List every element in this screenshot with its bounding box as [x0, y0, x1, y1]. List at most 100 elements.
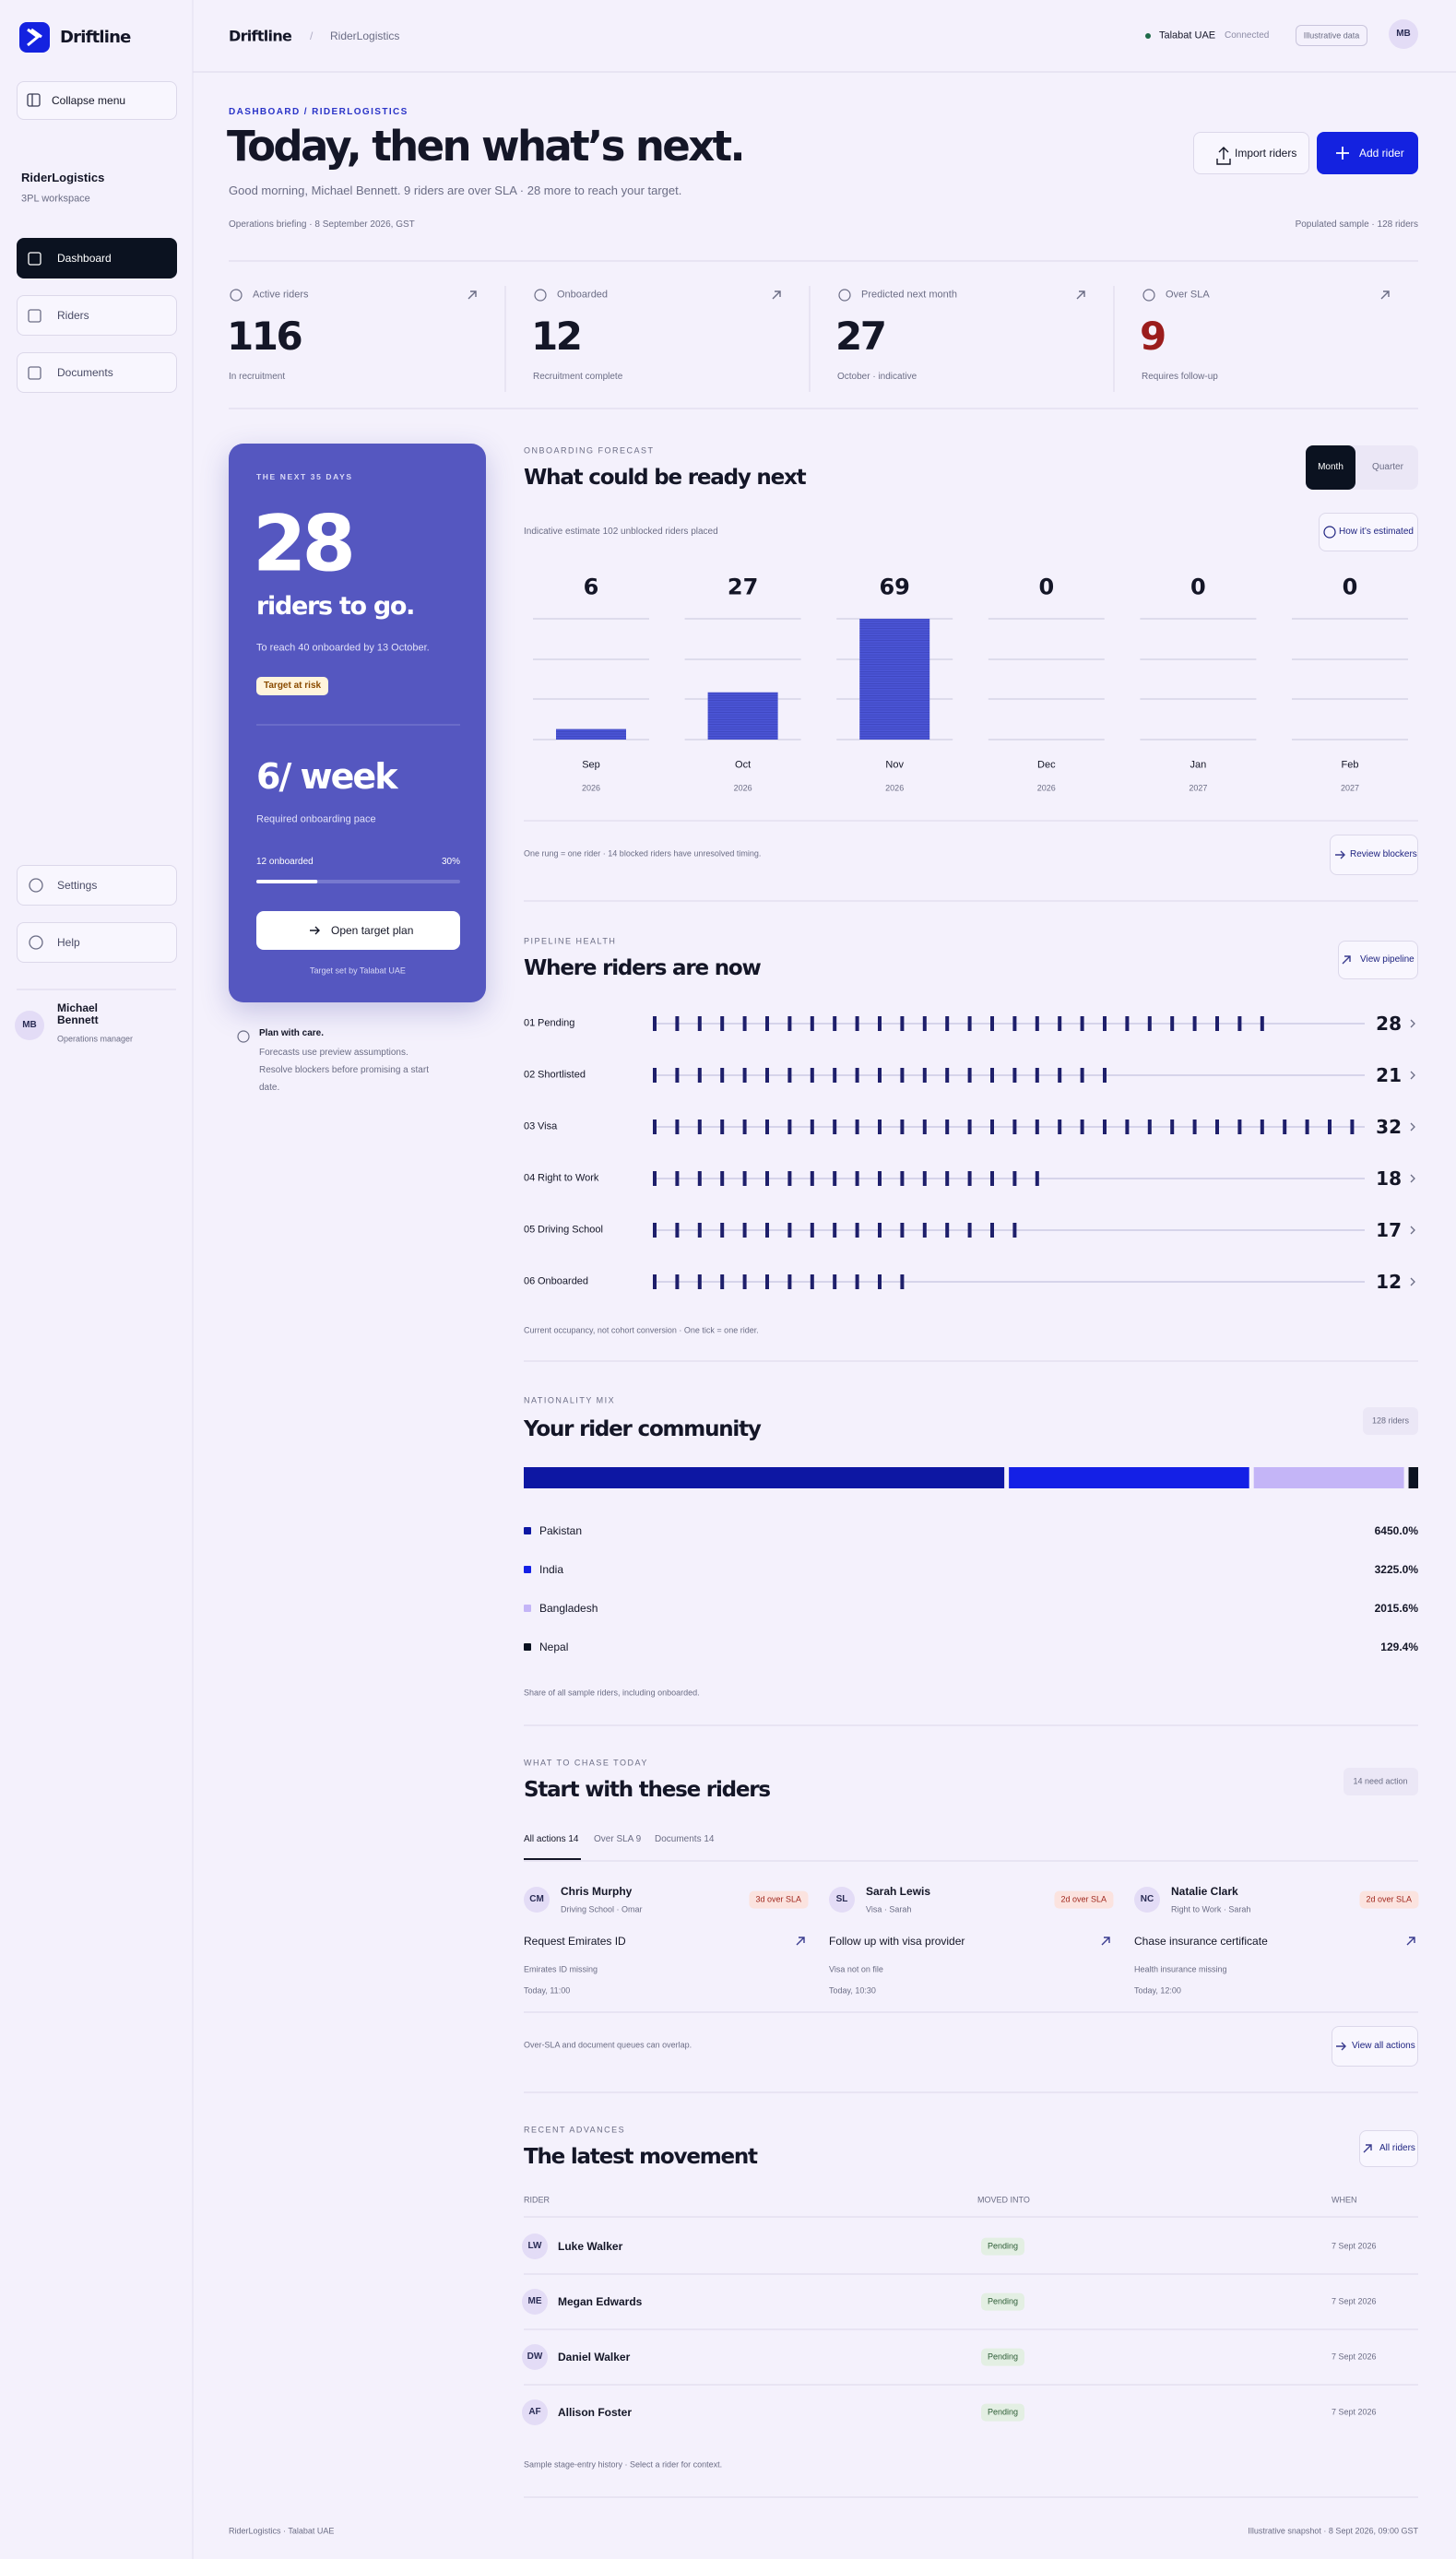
- rider-tick: [1103, 1016, 1107, 1031]
- stage-count: 17: [1376, 1219, 1402, 1241]
- rider-tick: [787, 1016, 792, 1031]
- action-detail: Health insurance missing: [1134, 1964, 1227, 1974]
- action-title: Follow up with visa provider: [829, 1934, 965, 1948]
- rider-tick: [878, 1016, 882, 1031]
- action-title: Request Emirates ID: [524, 1934, 626, 1948]
- rider-tick: [675, 1120, 680, 1134]
- nav-label[interactable]: Settings: [57, 878, 98, 892]
- rider-tick: [697, 1016, 702, 1031]
- tick-group: [653, 1171, 1039, 1186]
- rider-tick: [922, 1171, 927, 1186]
- rider-name: Chris Murphy: [561, 1884, 633, 1898]
- x-tick-sublabel: 2026: [733, 783, 752, 793]
- stat-value: 9: [1140, 313, 1166, 359]
- stage-name: Onboarded: [538, 1275, 589, 1287]
- nav-label[interactable]: Help: [57, 935, 80, 949]
- rider-tick: [1125, 1016, 1130, 1031]
- rider-tick: [697, 1068, 702, 1083]
- button-label[interactable]: Add rider: [1359, 146, 1404, 160]
- rider-tick: [765, 1016, 769, 1031]
- rider-tick: [765, 1120, 769, 1134]
- rider-tick: [1192, 1120, 1197, 1134]
- card-footer: Target set by Talabat UAE: [310, 966, 406, 976]
- badge-label: 14 need action: [1353, 1776, 1408, 1786]
- button-label[interactable]: Collapse menu: [52, 93, 126, 107]
- segment-label[interactable]: Month: [1318, 462, 1344, 472]
- nav-item[interactable]: [17, 865, 177, 906]
- stage-count: 12: [1376, 1271, 1402, 1293]
- tab[interactable]: All actions 14: [524, 1834, 579, 1844]
- rider-tick: [833, 1120, 837, 1134]
- rider-tick: [922, 1223, 927, 1238]
- pace-label: Required onboarding pace: [256, 813, 376, 825]
- rider-tick: [945, 1068, 950, 1083]
- nav-item[interactable]: [17, 352, 177, 393]
- stage-pill: Pending: [981, 2403, 1025, 2422]
- stage-count: 21: [1376, 1064, 1402, 1086]
- rider-tick: [1170, 1120, 1175, 1134]
- rider-tick: [765, 1171, 769, 1186]
- rider-tick: [810, 1223, 814, 1238]
- card-unit: riders to go.: [256, 591, 415, 621]
- rider-tick: [855, 1016, 859, 1031]
- rider-tick: [742, 1223, 747, 1238]
- nav-label[interactable]: Documents: [57, 365, 113, 379]
- nav-item[interactable]: [17, 922, 177, 963]
- collapse-button[interactable]: [17, 81, 177, 120]
- nav-item[interactable]: [17, 295, 177, 336]
- rider-tick: [765, 1223, 769, 1238]
- breadcrumb: DASHBOARD / RIDERLOGISTICS: [229, 107, 408, 117]
- rider-tick: [1237, 1016, 1242, 1031]
- x-tick-label: Sep: [582, 759, 600, 771]
- button-label[interactable]: View pipeline: [1360, 954, 1415, 965]
- rider-tick: [810, 1171, 814, 1186]
- topbar-brand: Driftline: [229, 27, 292, 45]
- section-kicker: ONBOARDING FORECAST: [524, 445, 655, 456]
- rider-tick: [990, 1171, 994, 1186]
- avatar-initials: ME: [527, 2296, 542, 2306]
- segment-label[interactable]: Quarter: [1372, 462, 1403, 472]
- moved-when: 7 Sept 2026: [1332, 2352, 1377, 2362]
- tab[interactable]: Over SLA 9: [594, 1834, 642, 1844]
- button-label[interactable]: Review blockers: [1350, 849, 1417, 859]
- segment-active[interactable]: [1306, 445, 1355, 490]
- icon-arrow: [1101, 1937, 1110, 1946]
- button[interactable]: [1338, 941, 1418, 979]
- tab[interactable]: Documents 14: [655, 1834, 715, 1844]
- button-label[interactable]: How it’s estimated: [1339, 527, 1414, 537]
- badge: [1344, 1768, 1418, 1795]
- button[interactable]: [1317, 132, 1418, 174]
- rider-tick: [1012, 1120, 1017, 1134]
- rider-tick: [945, 1120, 950, 1134]
- button-label[interactable]: Open target plan: [331, 923, 414, 937]
- progress-value: 30%: [441, 857, 460, 867]
- rider-tick: [697, 1171, 702, 1186]
- nav-label[interactable]: Riders: [57, 308, 89, 322]
- page-title: Today, then what’s next.: [227, 122, 746, 171]
- rider-tick: [1058, 1068, 1062, 1083]
- rider-tick: [1237, 1120, 1242, 1134]
- rider-tick: [833, 1223, 837, 1238]
- button-label[interactable]: View all actions: [1352, 2041, 1415, 2051]
- rider-tick: [720, 1120, 725, 1134]
- share-segment: [1408, 1467, 1418, 1488]
- rider-tick: [1192, 1016, 1197, 1031]
- x-tick-sublabel: 2027: [1340, 783, 1360, 793]
- rider-tick: [653, 1223, 657, 1238]
- rider-tick: [855, 1223, 859, 1238]
- rider-tick: [1012, 1171, 1017, 1186]
- button[interactable]: [1193, 132, 1309, 174]
- rider-tick: [1305, 1120, 1309, 1134]
- rider-tick: [720, 1068, 725, 1083]
- rider-tick: [1058, 1120, 1062, 1134]
- rider-tick: [653, 1120, 657, 1134]
- button[interactable]: [256, 911, 460, 950]
- button-label[interactable]: Import riders: [1235, 146, 1297, 160]
- rider-tick: [990, 1068, 994, 1083]
- nav-item[interactable]: [17, 238, 177, 278]
- rider-tick: [1058, 1016, 1062, 1031]
- button-label[interactable]: All riders: [1379, 2143, 1415, 2153]
- button[interactable]: [1319, 513, 1418, 551]
- rider-tick: [787, 1120, 792, 1134]
- nav-label[interactable]: Dashboard: [57, 251, 112, 265]
